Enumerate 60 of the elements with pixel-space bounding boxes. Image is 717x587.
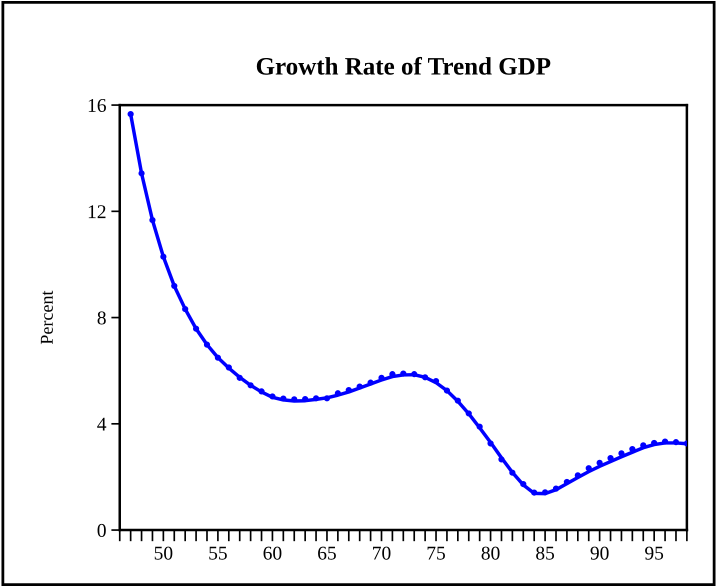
point — [258, 388, 265, 395]
point — [312, 395, 320, 402]
point — [542, 489, 548, 496]
y-tick-label: 16 — [88, 98, 106, 112]
point — [204, 342, 210, 348]
point — [552, 486, 560, 492]
point — [432, 378, 440, 384]
point — [149, 216, 156, 224]
point — [160, 254, 166, 260]
x-tick-label: 90 — [590, 546, 609, 560]
y-tick-label: 12 — [88, 205, 106, 218]
point — [367, 380, 374, 386]
point — [476, 424, 483, 430]
point — [487, 440, 494, 447]
point — [466, 410, 472, 417]
point — [192, 326, 200, 332]
point — [248, 382, 254, 388]
point — [356, 384, 363, 390]
y-tick-label: 4 — [97, 418, 106, 431]
x-tick-label: 50 — [154, 546, 172, 560]
y-axis-title: Percent — [40, 290, 53, 344]
point — [498, 456, 505, 463]
x-tick-label: 80 — [482, 546, 500, 560]
point — [672, 439, 680, 446]
chart-title: Growth Rate of Trend GDP — [256, 56, 550, 75]
x-tick-label: 85 — [536, 546, 554, 560]
point — [411, 371, 418, 378]
point — [226, 364, 232, 371]
point — [520, 481, 526, 488]
point — [182, 306, 188, 312]
point — [454, 398, 461, 404]
point — [607, 454, 614, 462]
point — [629, 446, 636, 452]
point — [531, 490, 538, 496]
x-tick-label: 65 — [318, 546, 336, 560]
point — [128, 111, 134, 118]
point — [302, 396, 308, 402]
y-tick-label: 0 — [98, 524, 106, 537]
point — [324, 395, 330, 402]
x-tick-label: 55 — [209, 546, 227, 560]
point — [564, 478, 570, 486]
point — [662, 438, 668, 445]
point — [171, 282, 178, 290]
y-tick-label: 8 — [98, 311, 106, 325]
point — [596, 460, 603, 466]
x-tick-label: 95 — [645, 546, 664, 560]
x-tick-label: 75 — [428, 546, 445, 560]
point — [138, 170, 145, 176]
point — [586, 465, 592, 472]
point — [280, 395, 286, 402]
point — [509, 470, 516, 476]
point — [214, 354, 221, 361]
x-tick-label: 60 — [264, 546, 282, 560]
point — [444, 388, 450, 394]
point — [236, 374, 243, 381]
x-tick-label: 70 — [373, 546, 390, 560]
point — [400, 370, 406, 377]
point — [422, 374, 428, 380]
point — [269, 393, 276, 400]
point — [618, 450, 625, 456]
